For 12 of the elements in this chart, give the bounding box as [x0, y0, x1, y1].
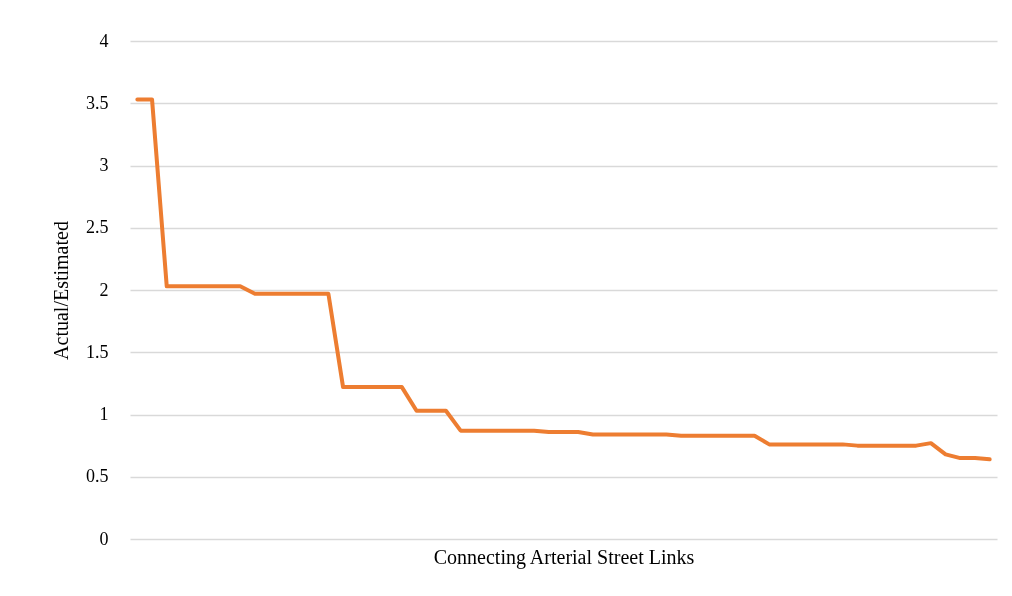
- y-axis-title: Actual/Estimated: [50, 221, 72, 360]
- y-tick-label: 2.5: [86, 217, 109, 238]
- y-tick-label: 1.5: [86, 341, 109, 362]
- line-series: [135, 97, 992, 462]
- x-axis-title: Connecting Arterial Street Links: [433, 545, 695, 569]
- y-tick-label: 3: [99, 155, 109, 175]
- y-tick-label: 0.5: [86, 466, 109, 487]
- y-tick-label: 1: [99, 404, 109, 424]
- y-tick-label: 2: [99, 279, 109, 300]
- y-tick-label: 4: [99, 30, 109, 51]
- y-tick-label: 0: [99, 528, 109, 549]
- y-tick-label: 3.5: [86, 92, 109, 113]
